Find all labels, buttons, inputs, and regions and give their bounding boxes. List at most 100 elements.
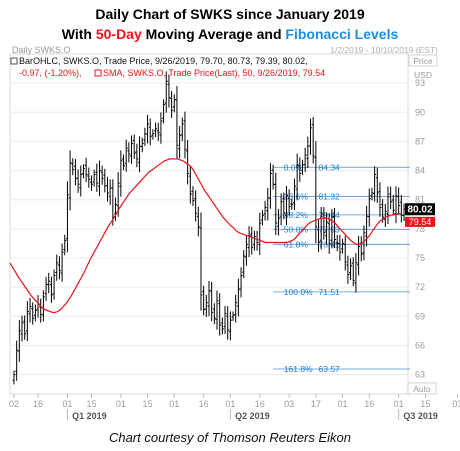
y-tick-label: 66 xyxy=(415,340,425,350)
x-tick-label: 01 xyxy=(62,399,72,409)
ohlc-bar xyxy=(226,306,230,340)
ohlc-bar xyxy=(218,293,222,336)
grid xyxy=(10,82,408,376)
quarter-label: Q1 2019 xyxy=(72,411,107,421)
y-tick-label: 78 xyxy=(415,224,425,234)
date-range-label: 1/2/2019 - 10/10/2019 (EST) xyxy=(330,45,438,55)
y-tick-label: 87 xyxy=(415,136,425,146)
ohlc-bar xyxy=(130,135,134,164)
fib-percent-label: 61.8% xyxy=(284,239,309,249)
ohlc-bar xyxy=(199,212,203,311)
ohlc-bar xyxy=(146,114,150,144)
fib-percent-label: 100.0% xyxy=(284,287,313,297)
y-tick-label: 72 xyxy=(415,282,425,292)
ohlc-bar xyxy=(23,315,27,340)
ohlc-bar xyxy=(196,206,200,237)
last-price-marker: 80.02 xyxy=(405,203,435,216)
ohlc-bar xyxy=(354,253,358,293)
ohlc-bar xyxy=(250,226,254,255)
sma-last-marker: 79.54 xyxy=(405,216,435,227)
last-price-value: 80.02 xyxy=(407,205,432,216)
auto-scale-button[interactable] xyxy=(407,382,437,395)
ohlc-bar xyxy=(279,193,283,226)
x-tick-label: 16 xyxy=(33,399,43,409)
currency-label: USD xyxy=(414,70,432,80)
x-tick-label: 16 xyxy=(364,399,374,409)
x-tick-label: 01 xyxy=(169,399,179,409)
ohlc-bar xyxy=(311,117,315,164)
ohlc-bar xyxy=(357,235,361,276)
quarter-label: Q2 2019 xyxy=(235,411,270,421)
ohlc-bar xyxy=(351,257,355,287)
ohlc-bar xyxy=(12,370,16,385)
ohlc-bar xyxy=(282,192,286,220)
ohlc-bar xyxy=(298,157,302,182)
ohlc-bar xyxy=(55,254,59,281)
ohlc-bar xyxy=(204,294,208,317)
ohlc-bar xyxy=(28,297,32,323)
ohlc-bar xyxy=(330,209,334,249)
ohlc-bar xyxy=(178,126,182,159)
x-tick-label: 15 xyxy=(86,399,96,409)
fib-value-label: 71.51 xyxy=(319,287,341,297)
ohlc-bar xyxy=(148,118,152,146)
ohlc-bar xyxy=(220,317,224,335)
legend-ohlc-swatch xyxy=(10,57,18,65)
ohlc-bar xyxy=(247,226,251,258)
ohlc-bar xyxy=(191,186,195,206)
ohlc-bar xyxy=(47,272,51,294)
ohlc-bar xyxy=(215,290,219,330)
ohlc-bar xyxy=(252,230,256,251)
y-tick-label: 84 xyxy=(415,166,425,176)
ohlc-bar xyxy=(186,140,190,185)
ohlc-bar xyxy=(389,186,393,210)
ohlc-bar xyxy=(266,188,270,221)
ohlc-bar xyxy=(20,315,24,342)
ohlc-bar xyxy=(81,164,85,179)
ohlc-bar xyxy=(105,176,109,202)
x-tick-label: 03 xyxy=(284,399,294,409)
ohlc-bar xyxy=(95,163,99,192)
x-tick-label: 15 xyxy=(143,399,153,409)
ohlc-bars xyxy=(12,71,406,385)
ohlc-bar xyxy=(223,306,227,334)
ohlc-bar xyxy=(84,157,88,183)
quarter-label: Q3 2019 xyxy=(403,411,438,421)
ohlc-bar xyxy=(71,158,75,176)
chart-caption: Chart courtesy of Thomson Reuters Eikon xyxy=(108,430,352,445)
ohlc-bar xyxy=(242,250,246,279)
fib-value-label: 81.32 xyxy=(319,192,341,202)
chart-title: Daily Chart of SWKS since January 2019 xyxy=(95,6,365,22)
price-button[interactable] xyxy=(408,54,438,67)
legend-ohlc-change: -0.97, (-1.20%), xyxy=(19,68,82,78)
legend-ohlc-text: BarOHLC, SWKS.O, Trade Price, 9/26/2019,… xyxy=(19,56,308,66)
ohlc-bar xyxy=(287,189,291,216)
fib-percent-label: 23.6% xyxy=(284,192,309,202)
ohlc-bar xyxy=(258,212,262,256)
ohlc-bar xyxy=(383,203,387,227)
y-tick-label: 69 xyxy=(415,311,425,321)
ohlc-bar xyxy=(274,172,278,235)
ohlc-bar xyxy=(386,186,390,225)
x-tick-label: 01 xyxy=(338,399,348,409)
plot-area xyxy=(9,53,409,395)
ohlc-bar xyxy=(309,118,313,155)
x-tick-label: 03 xyxy=(452,399,460,409)
sma-line xyxy=(9,158,402,313)
ohlc-bar xyxy=(167,74,171,108)
fib-percent-label: 0.0% xyxy=(284,162,304,172)
ohlc-bar xyxy=(154,122,158,138)
ohlc-bar xyxy=(276,209,280,236)
ohlc-bar xyxy=(135,143,139,168)
ohlc-bar xyxy=(151,129,155,140)
ohlc-bar xyxy=(268,163,272,209)
ohlc-bar xyxy=(295,153,299,201)
ohlc-bar xyxy=(317,220,321,253)
fib-percent-label: 38.2% xyxy=(284,210,309,220)
ohlc-bar xyxy=(156,122,160,141)
ohlc-bar xyxy=(41,290,45,322)
ohlc-bar xyxy=(343,235,347,271)
x-tick-label: 17 xyxy=(311,399,321,409)
fib-percent-label: 161.8% xyxy=(284,364,313,374)
